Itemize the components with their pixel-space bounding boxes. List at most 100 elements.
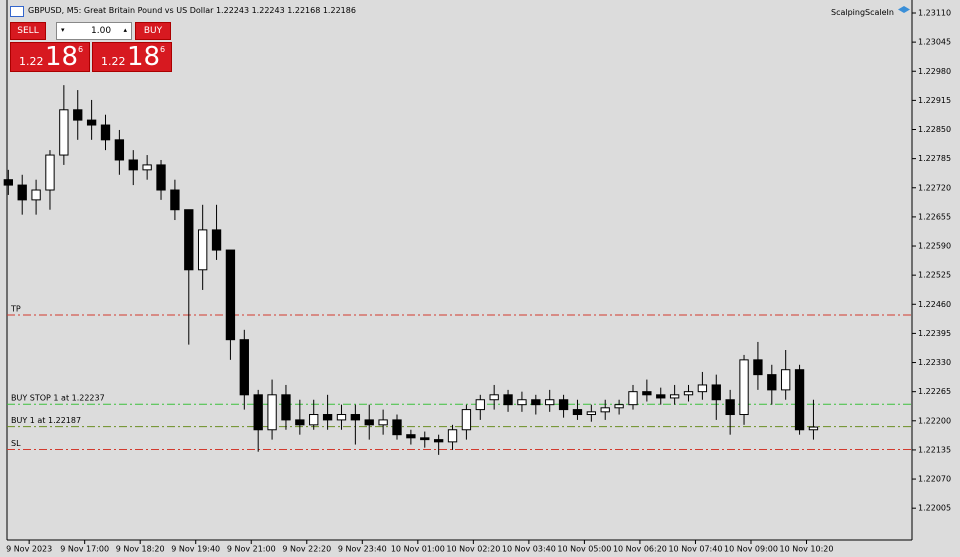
x-tick-label: 10 Nov 09:00 bbox=[724, 545, 778, 554]
candle-body bbox=[392, 419, 402, 436]
price-level-label: TP bbox=[10, 305, 21, 314]
candle-body bbox=[420, 437, 430, 441]
x-tick-label: 9 Nov 19:40 bbox=[171, 545, 220, 554]
candle-body bbox=[3, 179, 13, 186]
volume-box[interactable]: ▾ 1.00 ▴ bbox=[56, 22, 132, 40]
volume-input[interactable]: 1.00 bbox=[91, 26, 112, 36]
candle-body bbox=[184, 209, 194, 271]
candle-body bbox=[86, 119, 97, 126]
candle-body bbox=[211, 229, 222, 251]
candle-body bbox=[600, 407, 610, 413]
y-tick-label: 1.22135 bbox=[918, 445, 951, 454]
sell-price[interactable]: 1.22 18 6 bbox=[10, 42, 90, 72]
expert-name: ScalpingScaleIn bbox=[830, 8, 894, 17]
candle-body bbox=[364, 419, 374, 426]
candle-body bbox=[669, 394, 680, 399]
y-tick-label: 1.22460 bbox=[918, 300, 951, 309]
y-tick-label: 1.22395 bbox=[918, 329, 951, 338]
y-tick-label: 1.22850 bbox=[918, 125, 951, 134]
y-tick-label: 1.22525 bbox=[918, 271, 951, 280]
candle-body bbox=[461, 409, 472, 431]
x-tick-label: 10 Nov 03:40 bbox=[502, 545, 556, 554]
candle-body bbox=[73, 109, 83, 121]
candle-body bbox=[100, 124, 111, 141]
candle-body bbox=[322, 414, 333, 421]
candle-body bbox=[447, 429, 458, 443]
candle-body bbox=[45, 154, 55, 191]
price-pips: 18 bbox=[127, 42, 161, 72]
y-tick-label: 1.22720 bbox=[918, 183, 951, 192]
candle-body bbox=[642, 391, 652, 396]
candle-body bbox=[531, 399, 541, 406]
candle-body bbox=[433, 439, 444, 443]
candle-body bbox=[336, 414, 347, 421]
candle-body bbox=[586, 411, 597, 416]
y-tick-label: 1.22330 bbox=[918, 358, 951, 367]
candle-body bbox=[59, 109, 69, 156]
chart-icon bbox=[10, 6, 24, 17]
x-tick-label: 10 Nov 10:20 bbox=[780, 545, 834, 554]
y-tick-label: 1.22265 bbox=[918, 387, 951, 396]
y-tick-label: 1.22070 bbox=[918, 475, 951, 484]
x-tick-label: 10 Nov 02:20 bbox=[446, 545, 500, 554]
y-tick-label: 1.22785 bbox=[918, 154, 951, 163]
y-tick-label: 1.22200 bbox=[918, 416, 951, 425]
price-point: 6 bbox=[160, 45, 166, 54]
candle-body bbox=[808, 426, 819, 431]
candle-body bbox=[128, 159, 138, 171]
candle-body bbox=[489, 394, 499, 401]
y-tick-label: 1.22915 bbox=[918, 96, 951, 105]
candle-body bbox=[545, 399, 555, 406]
candle-body bbox=[114, 139, 125, 161]
candle-body bbox=[656, 394, 666, 399]
x-tick-label: 9 Nov 17:00 bbox=[60, 545, 109, 554]
candle-body bbox=[31, 189, 41, 201]
price-big: 1.22 bbox=[101, 55, 126, 68]
price-level-label: BUY STOP 1 at 1.22237 bbox=[11, 394, 105, 403]
expert-icon[interactable] bbox=[898, 6, 910, 13]
x-tick-label: 10 Nov 05:00 bbox=[557, 545, 611, 554]
candle-body bbox=[267, 394, 277, 431]
candle-body bbox=[378, 419, 388, 426]
candle-body bbox=[406, 434, 416, 439]
x-tick-label: 10 Nov 01:00 bbox=[391, 545, 445, 554]
x-tick-label: 10 Nov 06:20 bbox=[613, 545, 667, 554]
sell-button[interactable]: SELL bbox=[10, 22, 46, 40]
price-level-label: SL bbox=[11, 439, 21, 448]
x-tick-label: 9 Nov 22:20 bbox=[282, 545, 331, 554]
y-tick-label: 1.22980 bbox=[918, 67, 951, 76]
price-point: 6 bbox=[78, 45, 84, 54]
x-tick-label: 9 Nov 2023 bbox=[6, 545, 52, 554]
price-pips: 18 bbox=[45, 42, 79, 72]
candle-body bbox=[170, 189, 180, 211]
candle-body bbox=[350, 414, 361, 421]
up-arrow[interactable]: ▴ bbox=[123, 26, 127, 34]
y-tick-label: 1.23110 bbox=[918, 8, 951, 17]
candle-body bbox=[253, 394, 263, 431]
candle-body bbox=[309, 414, 319, 426]
down-arrow[interactable]: ▾ bbox=[61, 26, 65, 34]
candle-body bbox=[572, 409, 583, 416]
candle-body bbox=[295, 419, 305, 426]
price-big: 1.22 bbox=[19, 55, 44, 68]
candle-body bbox=[753, 359, 763, 376]
candle-body bbox=[198, 229, 208, 271]
candle-body bbox=[17, 184, 27, 201]
x-tick-label: 9 Nov 23:40 bbox=[338, 545, 387, 554]
x-tick-label: 9 Nov 18:20 bbox=[116, 545, 165, 554]
x-tick-label: 10 Nov 07:40 bbox=[668, 545, 722, 554]
y-tick-label: 1.22655 bbox=[918, 212, 951, 221]
candle-body bbox=[614, 404, 624, 409]
buy-price[interactable]: 1.22 18 6 bbox=[92, 42, 172, 72]
price-level-label: BUY 1 at 1.22187 bbox=[11, 416, 81, 425]
candle-body bbox=[142, 164, 152, 171]
candle-body bbox=[697, 384, 708, 393]
y-tick-label: 1.22590 bbox=[918, 242, 951, 251]
y-tick-label: 1.22005 bbox=[918, 504, 951, 513]
candle-body bbox=[767, 374, 777, 391]
buy-button[interactable]: BUY bbox=[135, 22, 171, 40]
candle-body bbox=[503, 394, 513, 406]
candle-body bbox=[739, 359, 749, 416]
